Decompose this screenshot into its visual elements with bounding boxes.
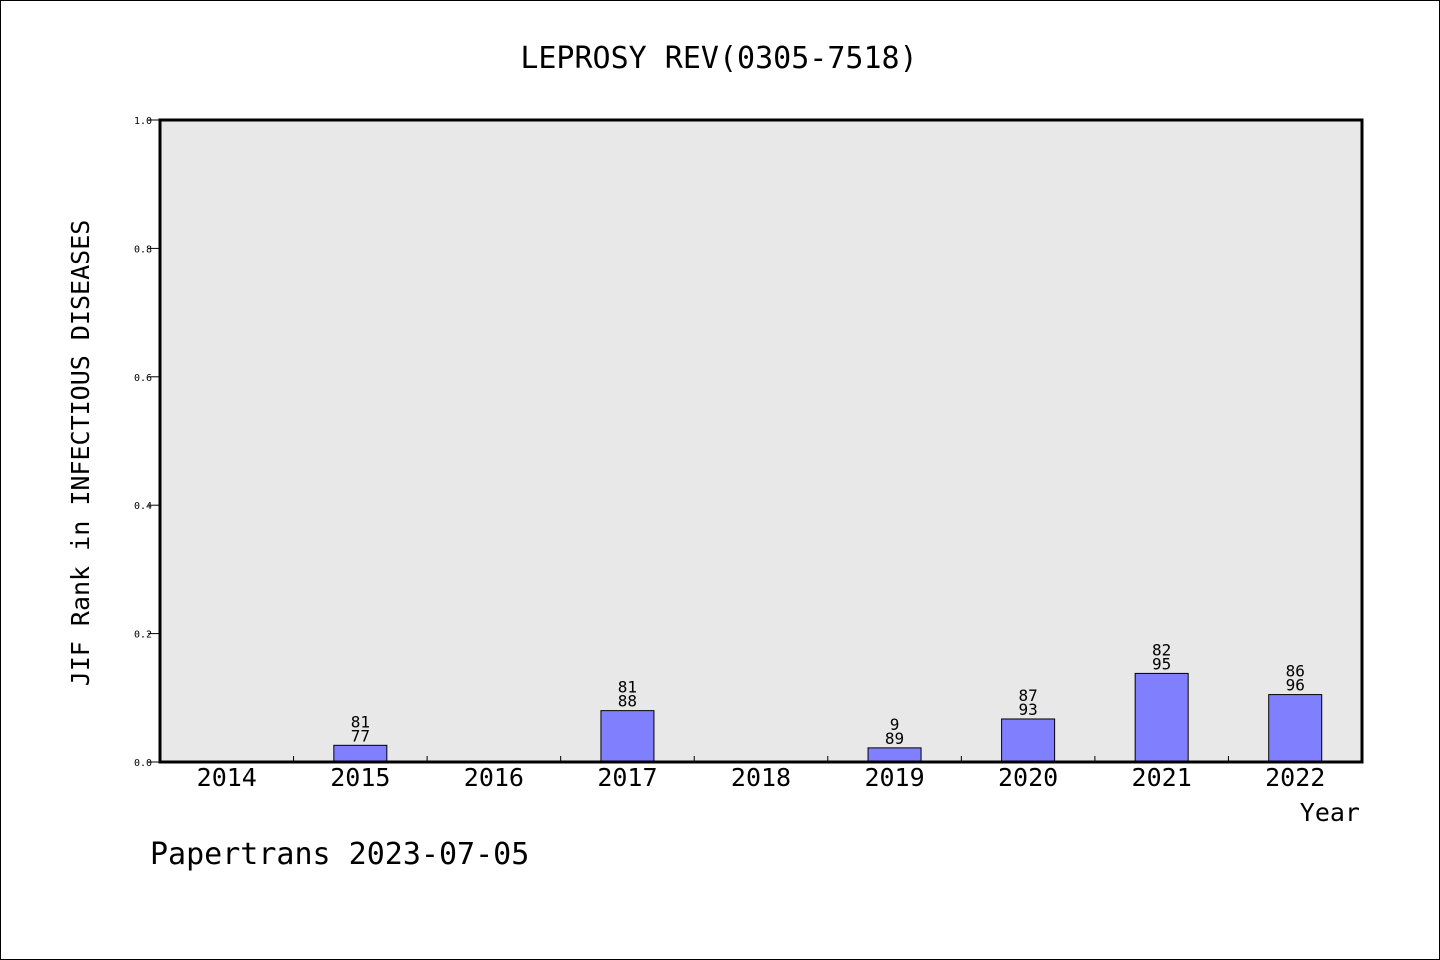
bar-2020 <box>1001 718 1056 763</box>
bar-data-label: 9 <box>890 715 900 734</box>
y-tick-label: 1.0 <box>134 116 152 127</box>
chart-title: LEPROSY REV(0305-7518) <box>520 41 917 76</box>
x-tick-label: 2017 <box>597 763 657 792</box>
x-tick-label: 2020 <box>998 763 1058 792</box>
plot-area <box>160 120 1362 762</box>
bar-2021 <box>1134 672 1189 763</box>
bar-data-label: 86 <box>1286 662 1305 681</box>
y-axis-label: JIF Rank in INFECTIOUS DISEASES <box>66 220 95 687</box>
x-tick-label: 2014 <box>197 763 257 792</box>
bar-2015 <box>333 744 388 763</box>
footer-text: Papertrans 2023-07-05 <box>150 837 529 872</box>
x-tick-label: 2018 <box>731 763 791 792</box>
x-tick-label: 2015 <box>330 763 390 792</box>
y-tick-label: 0.0 <box>134 758 152 769</box>
bar-data-label: 77 <box>351 726 370 745</box>
bar-2019 <box>867 747 922 763</box>
bar-2022 <box>1268 694 1323 763</box>
y-tick-label: 0.2 <box>134 630 152 641</box>
bar-data-label: 81 <box>618 678 637 697</box>
y-tick-label: 0.6 <box>134 373 152 384</box>
x-tick-label: 2016 <box>464 763 524 792</box>
bar-data-label: 95 <box>1152 654 1171 673</box>
bar-data-label: 93 <box>1018 700 1037 719</box>
y-tick-label: 0.8 <box>134 244 152 255</box>
bar-data-label: 89 <box>885 729 904 748</box>
y-tick-label: 0.4 <box>134 501 152 512</box>
x-axis-label: Year <box>1300 798 1360 827</box>
x-tick-label: 2019 <box>864 763 924 792</box>
bar-data-label: 88 <box>618 692 637 711</box>
x-tick-label: 2022 <box>1265 763 1325 792</box>
axis-ticks: 0.0 0.2 0.4 0.6 0.8 1.0 2014 2015 2016 2017 2018 20… <box>134 116 1325 792</box>
x-tick-label: 2021 <box>1132 763 1192 792</box>
bar-data-label: 82 <box>1152 640 1171 659</box>
bar-data-label: 81 <box>351 712 370 731</box>
plot-frame <box>158 118 1364 764</box>
bar-data-label: 87 <box>1018 686 1037 705</box>
bar-2017 <box>600 710 655 763</box>
bar-data-label: 96 <box>1286 676 1305 695</box>
